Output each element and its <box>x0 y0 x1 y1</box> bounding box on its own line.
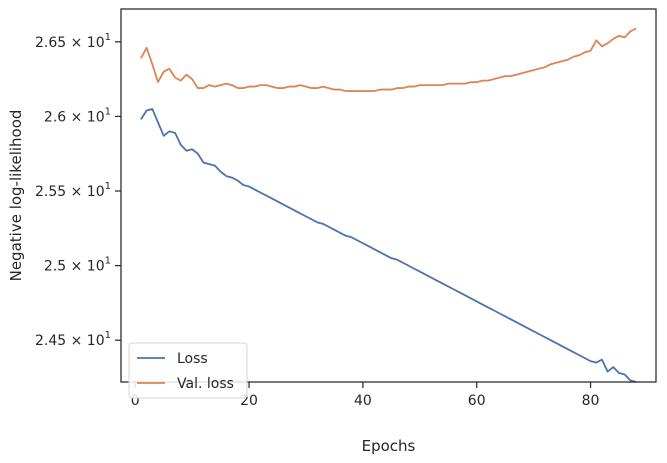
plot-frame <box>120 8 657 383</box>
y-axis-label: Negative log-likelihood <box>7 110 25 282</box>
y-tick-label: 2.6 × 101 <box>44 106 111 125</box>
y-tick-label: 2.65 × 101 <box>35 32 111 51</box>
x-axis-label: Epochs <box>362 437 416 455</box>
x-tick-label: 80 <box>582 393 600 409</box>
y-tick-label: 2.5 × 101 <box>44 256 111 275</box>
x-tick-label: 40 <box>354 393 372 409</box>
legend: Loss Val. loss <box>128 342 248 399</box>
series-line-loss <box>140 108 637 383</box>
series-layer <box>140 27 637 383</box>
x-tick-label: 60 <box>468 393 486 409</box>
x-tick-label: 0 <box>131 393 140 409</box>
legend-label: Loss <box>177 351 208 367</box>
legend-box <box>128 342 248 399</box>
y-tick-label: 2.45 × 101 <box>35 330 111 349</box>
series-line-val-loss <box>140 27 637 92</box>
y-tick-label: 2.55 × 101 <box>35 181 111 200</box>
legend-label: Val. loss <box>177 376 234 392</box>
